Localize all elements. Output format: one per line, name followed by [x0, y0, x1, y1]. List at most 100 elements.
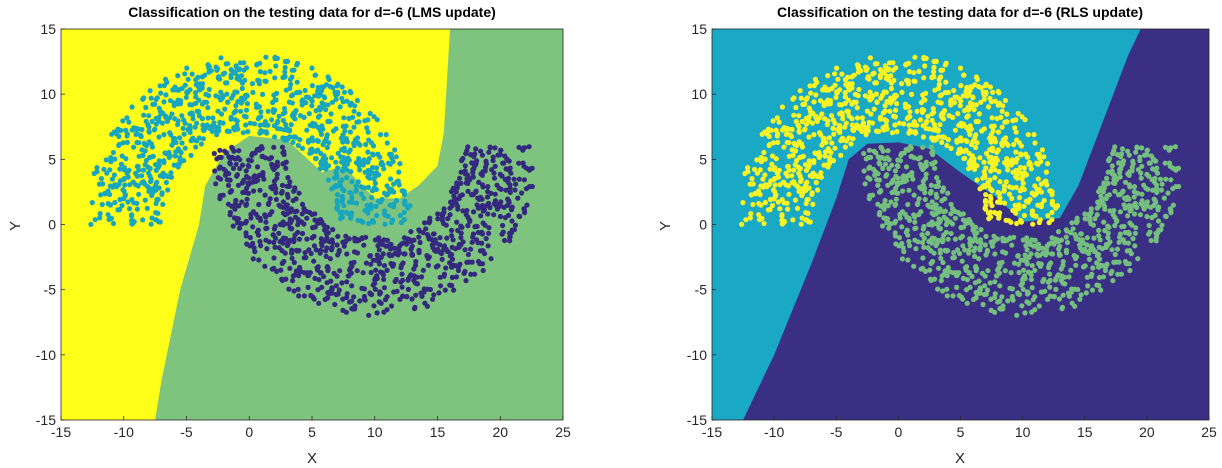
data-point: [907, 144, 914, 150]
data-point: [872, 168, 878, 175]
data-point: [344, 98, 350, 104]
x-tick-label: -5: [830, 424, 843, 440]
data-point: [896, 243, 902, 249]
data-point: [839, 71, 845, 77]
data-point: [148, 95, 154, 101]
data-point: [874, 61, 880, 67]
data-point: [281, 106, 288, 112]
data-point: [825, 146, 831, 152]
data-point: [1029, 237, 1035, 243]
data-point: [992, 175, 998, 181]
data-point: [309, 235, 315, 241]
data-point: [877, 74, 884, 81]
data-point: [515, 195, 521, 201]
data-point: [256, 257, 262, 263]
data-point: [112, 199, 118, 206]
data-point: [982, 273, 988, 279]
data-point: [911, 192, 917, 198]
data-point: [257, 238, 263, 245]
data-point: [750, 181, 756, 187]
data-point: [144, 142, 150, 149]
data-point: [902, 211, 908, 217]
data-point: [292, 272, 298, 278]
data-point: [131, 144, 137, 150]
data-point: [829, 140, 835, 146]
data-point: [460, 208, 466, 214]
data-point: [389, 155, 395, 161]
data-point: [524, 202, 530, 208]
data-point: [1016, 140, 1022, 146]
data-point: [766, 181, 772, 188]
data-point: [341, 188, 347, 194]
data-point: [509, 218, 515, 224]
data-point: [185, 90, 191, 96]
data-point: [971, 166, 978, 172]
data-point: [916, 68, 922, 74]
data-point: [1155, 205, 1161, 211]
data-point: [222, 106, 228, 112]
data-point: [846, 135, 852, 141]
data-point: [411, 306, 418, 312]
data-point: [521, 145, 528, 151]
data-point: [161, 99, 167, 105]
data-point: [356, 119, 362, 125]
data-point: [960, 275, 967, 281]
data-point: [943, 248, 949, 254]
data-point: [258, 144, 265, 150]
data-point: [962, 155, 968, 161]
data-point: [964, 93, 971, 99]
data-point: [1017, 164, 1024, 171]
data-point: [479, 261, 486, 267]
data-point: [362, 297, 368, 303]
data-point: [144, 183, 151, 190]
data-point: [475, 258, 482, 265]
data-point: [866, 196, 872, 202]
data-point: [281, 149, 287, 155]
data-point: [913, 246, 919, 252]
data-point: [1117, 174, 1123, 180]
data-point: [497, 213, 503, 220]
data-point: [496, 185, 502, 191]
data-point: [324, 280, 330, 286]
data-point: [1032, 307, 1038, 313]
data-point: [272, 55, 278, 62]
data-point: [771, 196, 777, 202]
data-point: [1170, 186, 1176, 192]
data-point: [937, 93, 943, 99]
data-point: [902, 101, 909, 107]
data-point: [264, 225, 270, 231]
data-point: [1157, 176, 1164, 182]
data-point: [1122, 205, 1128, 211]
data-point: [234, 118, 240, 124]
data-point: [334, 242, 340, 248]
data-point: [301, 293, 307, 299]
data-point: [262, 70, 268, 76]
data-point: [262, 263, 268, 269]
data-point: [983, 291, 989, 297]
data-point: [480, 184, 486, 190]
data-point: [1005, 167, 1011, 173]
data-point: [876, 160, 882, 166]
region-overlay: [743, 29, 1209, 420]
data-point: [906, 69, 913, 75]
data-point: [218, 89, 224, 95]
data-point: [88, 221, 94, 227]
data-point: [339, 209, 345, 215]
data-point: [333, 183, 339, 189]
data-point: [1100, 263, 1106, 269]
data-point: [286, 183, 292, 189]
data-point: [1170, 202, 1176, 208]
data-point: [315, 114, 321, 120]
data-point: [783, 170, 789, 176]
data-point: [343, 309, 349, 315]
data-point: [235, 182, 242, 188]
data-point: [917, 155, 923, 161]
data-point: [921, 223, 927, 230]
data-point: [1020, 180, 1026, 186]
data-point: [922, 63, 928, 69]
data-point: [1096, 274, 1103, 281]
data-point: [1117, 231, 1123, 237]
data-point: [291, 259, 297, 266]
data-point: [931, 74, 937, 80]
data-point: [983, 192, 989, 198]
